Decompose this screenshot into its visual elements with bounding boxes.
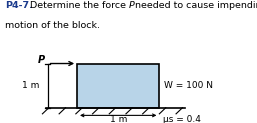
Text: needed to cause impending: needed to cause impending [132,1,257,10]
Text: 1 m: 1 m [109,115,127,123]
Text: motion of the block.: motion of the block. [5,21,100,30]
Text: P4-7.: P4-7. [5,1,33,10]
Text: 1 m: 1 m [22,81,40,90]
Text: W = 100 N: W = 100 N [164,81,214,90]
Text: P: P [38,55,45,65]
Text: μs = 0.4: μs = 0.4 [163,115,201,123]
Text: Determine the force: Determine the force [30,1,128,10]
Bar [77,63,159,108]
Text: P: P [128,1,134,10]
